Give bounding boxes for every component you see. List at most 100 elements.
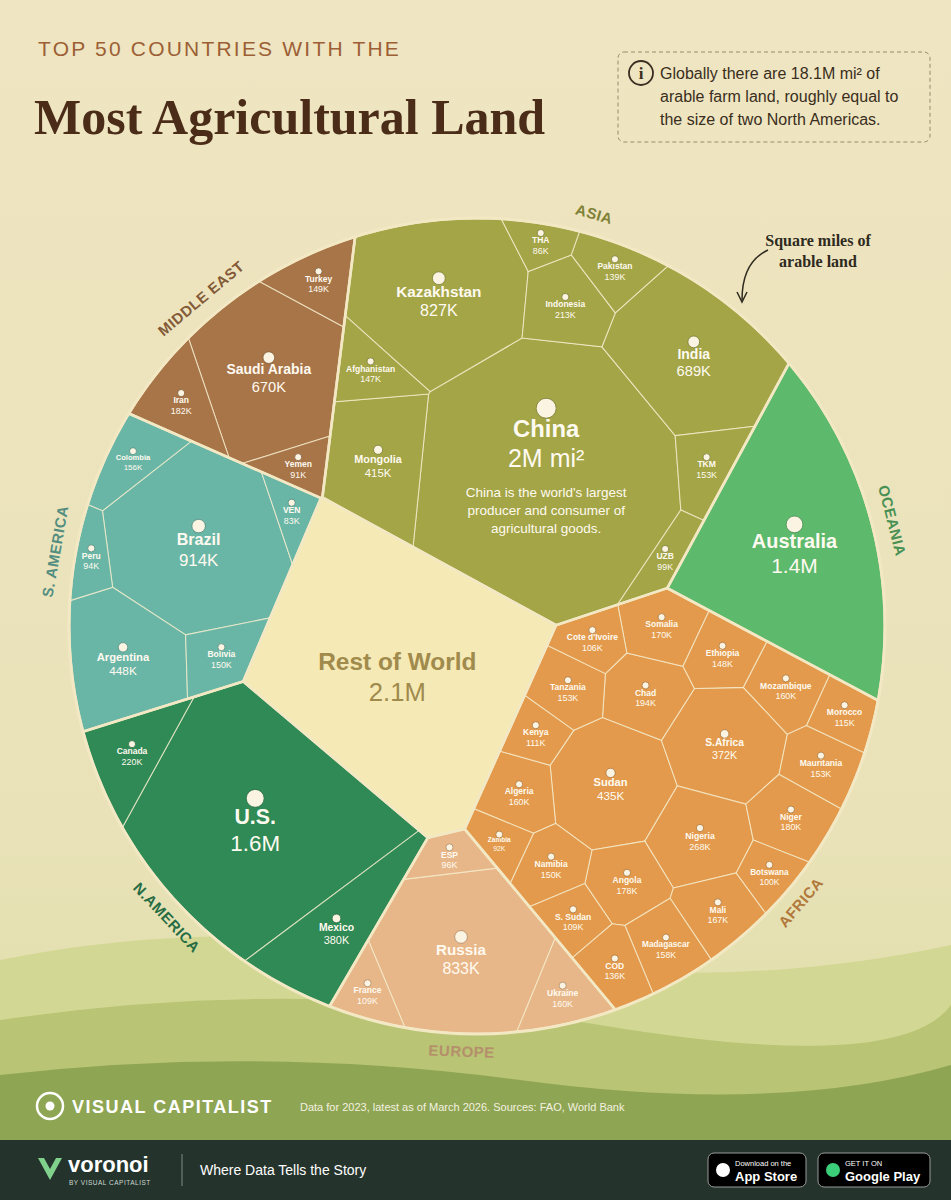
store-button-icon [716,1163,730,1177]
country-label: Tanzania153K [550,677,586,703]
flag-icon [720,730,729,739]
hill [0,1061,951,1140]
country-cell [259,237,355,327]
country-label: Saudi Arabia670K [226,352,311,395]
country-label: Botswana100K [750,861,789,887]
flag-icon [218,644,225,651]
data-label: 156K [124,463,143,472]
country-label: U.S.1.6M [230,789,280,855]
data-label: 167K [707,915,728,925]
flag-icon [118,643,127,652]
store-button[interactable]: Download on theApp Store [708,1153,806,1187]
region-label: N.AMERICA [130,879,204,956]
country-name: Kazakhstan [396,283,481,300]
country-name: Rest of World [318,648,476,675]
footer-logo-icon [38,1158,62,1180]
flag-icon [374,445,383,454]
region-outline [465,588,878,1010]
brand: VISUAL CAPITALISTData for 2023, latest a… [37,1093,625,1119]
flag-icon [130,448,137,455]
data-label: 448K [109,664,137,678]
data-label: 220K [122,757,143,767]
data-label: 91K [290,470,306,480]
flag-icon [263,352,275,364]
flag-icon [295,454,302,461]
country-cell [243,498,556,838]
country-label: Rest of World2.1M [318,648,476,706]
text-line: Square miles of [765,232,871,250]
data-label: 148K [712,659,733,669]
country-label: VEN83K [283,499,300,525]
region-outline [322,218,789,625]
country-label: Afghanistan147K [346,358,395,384]
country-name: S.Africa [705,737,744,748]
flag-icon [589,627,596,634]
data-label: 111K [526,738,546,748]
info-box: iGlobally there are 18.1M mi² ofarable f… [618,52,930,142]
data-label: 153K [696,470,717,480]
country-label: Indonesia213K [545,293,585,319]
country-cell [345,218,528,392]
country-label: Peru94K [82,545,101,571]
store-button-large: App Store [735,1169,797,1184]
data-label: 86K [533,246,549,256]
store-button-small: GET IT ON [845,1159,882,1168]
callout-arrowhead [737,292,747,302]
country-label: Nigeria268K [685,824,715,851]
data-label: 827K [420,301,458,319]
flag-icon [367,358,374,365]
country-label: China2M mi²China is the world's largestp… [466,398,627,536]
data-label: 94K [83,561,99,571]
store-button-frame[interactable] [818,1153,930,1187]
annotation: China is the world's largestproducer and… [466,485,627,536]
data-label: 914K [179,551,219,570]
country-label: Yemen91K [284,454,311,480]
region-cells [243,498,556,838]
country-label: THA86K [532,229,549,255]
data-label: 415K [365,467,392,479]
store-button[interactable]: GET IT ONGoogle Play [818,1153,930,1187]
chart-container: TOP 50 COUNTRIES WITH THEMost Agricultur… [0,0,951,1200]
country-name: Mexico [319,922,354,933]
flag-icon [496,831,503,838]
country-name: Argentina [97,651,150,663]
data-label: 83K [284,516,300,526]
region-label: S. AMERICA [39,504,72,598]
data-label: 106K [582,643,603,653]
flag-icon [516,781,523,788]
data-label: 136K [604,971,625,981]
country-label: Mexico380K [319,914,354,946]
flag-icon [787,806,794,813]
callout-arrow [742,250,768,300]
text-line: the size of two North Americas. [660,111,881,128]
store-button-icon [826,1163,840,1177]
data-label: 99K [657,562,673,572]
country-label: Colombia156K [116,448,151,472]
footer-logo-sub: BY VISUAL CAPITALIST [69,1179,151,1186]
data-label: 435K [597,789,624,802]
country-cell [69,587,188,731]
data-label: 372K [712,749,738,761]
flag-icon [662,545,669,552]
store-button-frame[interactable] [708,1153,806,1187]
country-label: TKM153K [696,454,717,480]
flag-icon [611,955,618,962]
country-label: Mauritania153K [800,752,843,778]
footer-band [0,1140,951,1200]
flag-icon [432,272,445,285]
flag-icon [562,293,569,300]
title: Most Agricultural Land [34,89,545,145]
flag-icon [178,390,185,397]
region-label: EUROPE [428,1041,495,1060]
data-label: 115K [835,718,855,728]
data-label: 268K [689,842,710,852]
region-label: MIDDLE EAST [154,257,247,339]
data-label: 158K [656,950,676,960]
data-label: 100K [759,877,779,887]
data-label: 96K [442,860,458,870]
flag-icon [559,982,566,989]
country-label: France109K [354,980,382,1006]
labels: Saudi Arabia670KIran182KTurkey149KYemen9… [82,229,862,1008]
flag-icon [288,499,295,506]
country-name: China [513,415,580,442]
